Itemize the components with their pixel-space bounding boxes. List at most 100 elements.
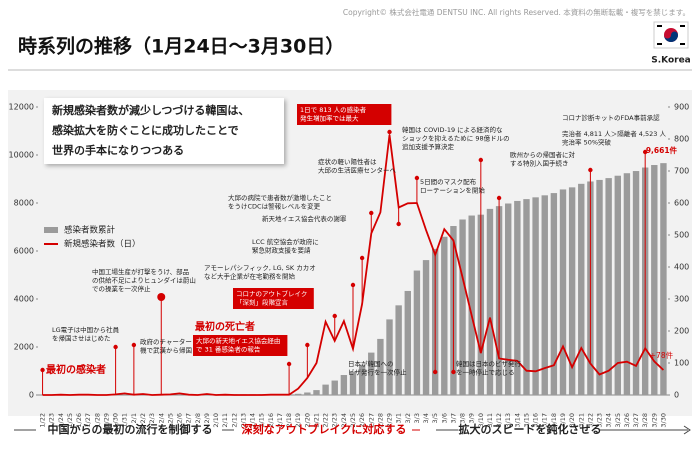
annotation-dot bbox=[332, 313, 337, 319]
phase-label: 拡大のスピードを鈍化させる bbox=[459, 422, 602, 436]
annotation: する特別入国手続き bbox=[510, 159, 569, 168]
annotation-dot bbox=[387, 129, 392, 135]
bar bbox=[413, 270, 421, 395]
x-tick-label: 3/28 bbox=[641, 413, 649, 428]
x-tick-label: 3/7 bbox=[449, 413, 457, 423]
annotation: アモーレパシフィック, LG, SK カカオ bbox=[204, 264, 316, 272]
page-title: 時系列の推移（1月24日～3月30日） bbox=[18, 35, 344, 58]
y2-tick-label: 300 bbox=[674, 295, 689, 304]
annotation-dot bbox=[359, 255, 365, 261]
x-tick-label: 2/6 bbox=[176, 413, 184, 423]
bar bbox=[176, 394, 183, 395]
annotation: 欧州からの帰国者に対 bbox=[510, 150, 576, 159]
bar bbox=[349, 371, 357, 395]
x-tick-label: 3/21 bbox=[577, 413, 585, 428]
x-tick-label: 2/3 bbox=[148, 413, 156, 423]
annotation: 完治率 50%突破 bbox=[562, 138, 612, 147]
y2-tick-label: 200 bbox=[674, 327, 689, 336]
x-tick-label: 3/9 bbox=[468, 413, 476, 423]
bar bbox=[559, 189, 567, 395]
annotation: 大邱の新天地イエス協会経由 bbox=[196, 336, 280, 345]
copyright: Copyright© 株式会社電通 DENTSU INC. All rights… bbox=[343, 7, 690, 17]
x-tick-label: 2/10 bbox=[212, 413, 220, 428]
annotation-dot bbox=[642, 149, 648, 155]
x-tick-label: 3/18 bbox=[550, 413, 558, 428]
phase-label: 中国からの最初の流行を制御する bbox=[48, 422, 213, 436]
annotation: 1日で 813 人の感染者 bbox=[300, 105, 367, 114]
x-tick-label: 1/24 bbox=[57, 413, 65, 428]
x-tick-label: 3/10 bbox=[477, 413, 485, 428]
x-tick-label: 1/22 bbox=[39, 413, 47, 428]
annotation-dot bbox=[113, 344, 118, 350]
annotation: の供給不足によりヒュンダイは蔚山 bbox=[92, 276, 196, 285]
annotation: 追加支援予算決定 bbox=[402, 142, 455, 151]
country-label: S.Korea bbox=[651, 56, 691, 66]
x-tick-label: 3/2 bbox=[404, 413, 412, 423]
x-tick-label: 3/30 bbox=[659, 413, 667, 428]
phase-label: 深刻なアウトブレイクに対応する bbox=[242, 422, 407, 436]
x-tick-label: 2/29 bbox=[386, 413, 394, 428]
annotation: 政府のチャーター bbox=[140, 337, 192, 346]
bar bbox=[404, 290, 411, 395]
x-tick-label: 3/6 bbox=[440, 413, 448, 423]
annotation-dot bbox=[478, 157, 484, 163]
bar bbox=[614, 175, 621, 395]
x-tick-label: 2/17 bbox=[276, 413, 284, 428]
annotation: 緊急財政支援を要請 bbox=[252, 246, 311, 255]
x-tick-label: 1/28 bbox=[93, 413, 101, 428]
x-tick-label: 2/23 bbox=[331, 413, 339, 428]
annotation-dot bbox=[40, 367, 45, 373]
x-tick-label: 1/25 bbox=[66, 413, 74, 428]
y2-tick-label: 500 bbox=[674, 231, 689, 240]
annotation: 完治者 4,811 人＞隔離者 4,523 人 bbox=[562, 129, 666, 138]
bar bbox=[468, 215, 475, 395]
annotation: など大手企業が在宅勤務を開始 bbox=[204, 272, 296, 281]
headline: 感染拡大を防ぐことに成功したことで bbox=[52, 123, 239, 137]
x-tick-label: 1/31 bbox=[121, 413, 129, 428]
bar bbox=[340, 375, 348, 395]
annotation: ビザ発行を一次停止 bbox=[348, 368, 407, 377]
bar bbox=[660, 163, 667, 395]
x-tick-label: 3/23 bbox=[596, 413, 604, 428]
annotation-box bbox=[233, 288, 314, 309]
y-tick-label: 2000 bbox=[14, 343, 34, 352]
annotation: 韓国は日本のビザ発行 bbox=[456, 359, 522, 368]
annotation-dot bbox=[369, 210, 374, 216]
y2-tick-label: 800 bbox=[674, 135, 689, 144]
x-tick-label: 3/24 bbox=[605, 413, 613, 428]
bar bbox=[395, 305, 402, 395]
phase-bar: 中国からの最初の流行を制御する 深刻なアウトブレイクに対応する 拡大のスピードを… bbox=[14, 422, 691, 436]
annotation: ローテーションを開始 bbox=[420, 186, 485, 195]
y-tick-label: 6000 bbox=[14, 247, 34, 256]
annotation: 5日間のマスク配布 bbox=[420, 177, 477, 186]
annotation-box bbox=[297, 104, 392, 125]
x-tick-label: 1/23 bbox=[48, 413, 56, 428]
x-tick-label: 3/17 bbox=[541, 413, 549, 428]
bar bbox=[651, 165, 658, 395]
bar bbox=[441, 236, 448, 395]
annotation: 「深刻」段階宣言 bbox=[236, 298, 289, 307]
bar bbox=[313, 390, 320, 395]
bar bbox=[459, 219, 466, 395]
annotation: 最初の死亡者 bbox=[195, 320, 255, 333]
y2-tick-label: 0 bbox=[674, 391, 679, 400]
annotation: 日本が韓国への bbox=[348, 359, 394, 368]
annotation-dot bbox=[414, 175, 420, 181]
bar bbox=[514, 200, 521, 395]
bar bbox=[304, 392, 311, 395]
y-tick-label: 8000 bbox=[14, 199, 34, 208]
y-tick-label: 0 bbox=[29, 391, 34, 400]
x-tick-label: 1/29 bbox=[102, 413, 110, 428]
bar bbox=[331, 380, 338, 395]
bar bbox=[578, 183, 585, 395]
x-tick-label: 2/4 bbox=[157, 413, 165, 423]
bar bbox=[541, 195, 548, 395]
annotation: LCC 航空協会が政府に bbox=[252, 237, 319, 246]
x-tick-label: 2/20 bbox=[303, 413, 311, 428]
x-tick-label: 2/15 bbox=[258, 413, 266, 428]
x-tick-label: 3/19 bbox=[559, 413, 567, 428]
annotation: 大邱の病院で患者数が激増したこと bbox=[228, 193, 332, 202]
y-tick-label: 12000 bbox=[9, 103, 34, 112]
headline: 世界の手本になりつつある bbox=[52, 143, 184, 157]
bar bbox=[386, 319, 393, 395]
